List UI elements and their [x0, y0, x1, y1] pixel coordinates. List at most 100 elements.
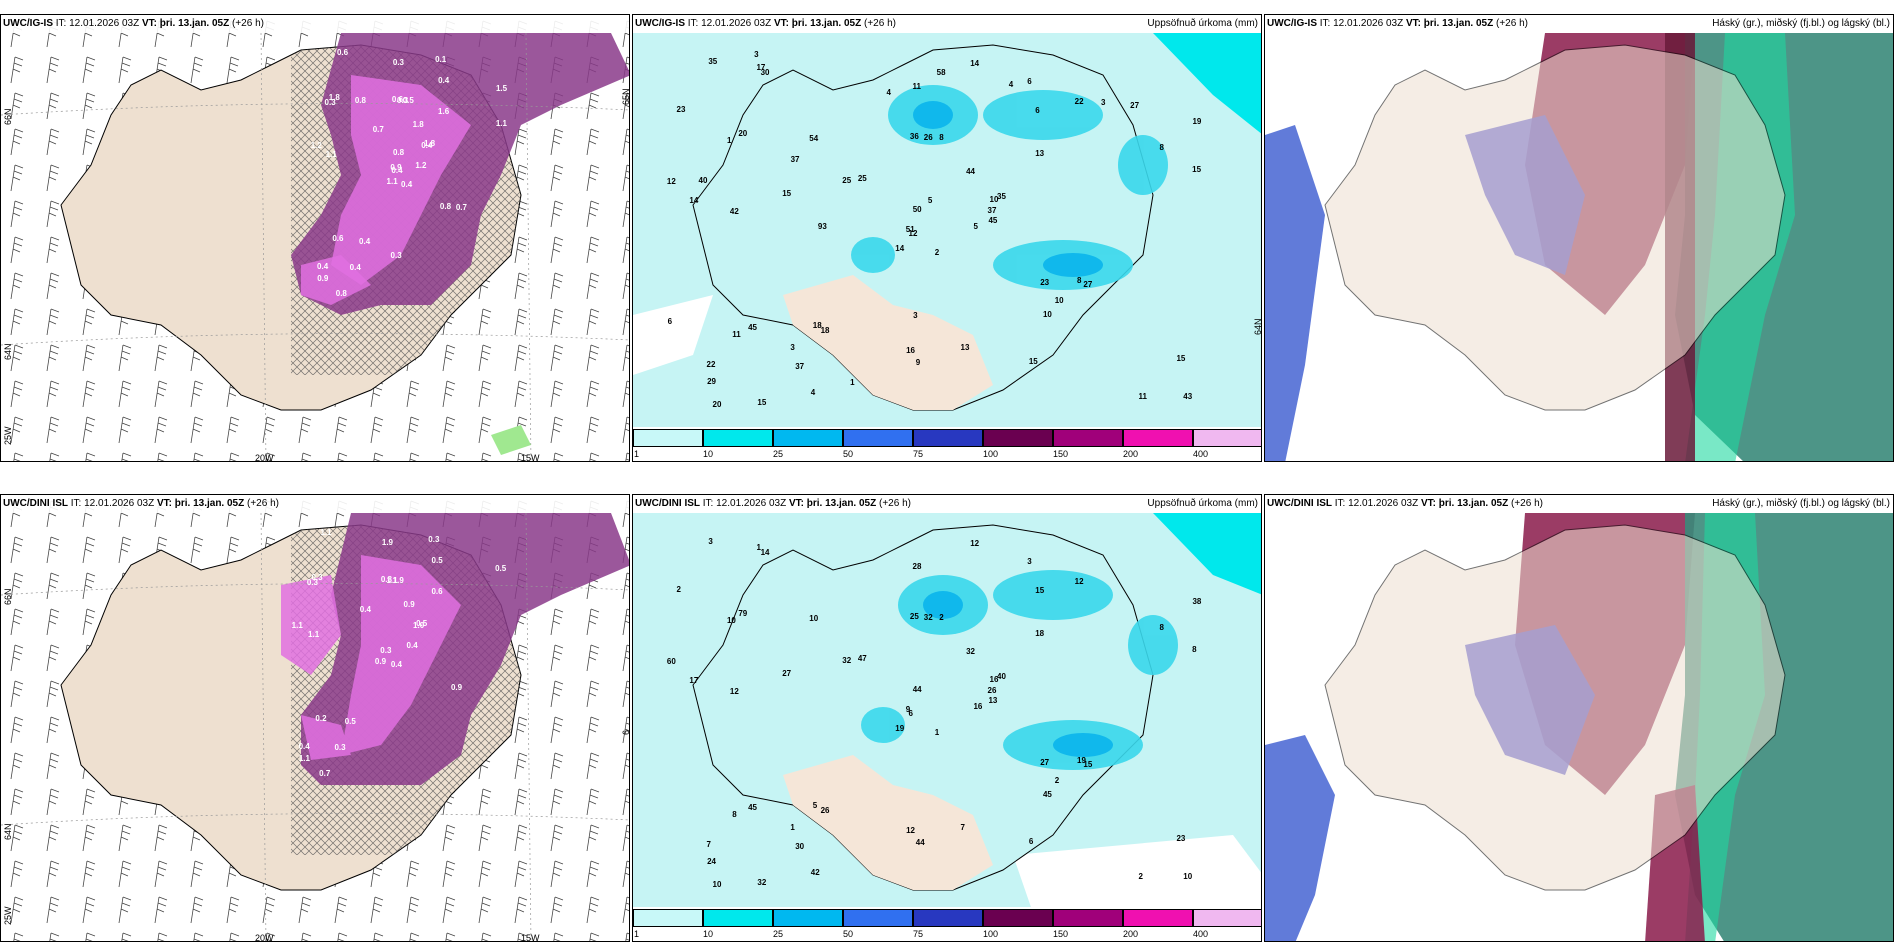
value-label: 7 [960, 823, 965, 833]
value-label: 8 [1192, 644, 1197, 654]
value-label: 12 [908, 228, 918, 238]
value-label: 54 [809, 133, 819, 143]
colorbar-tick: 25 [773, 929, 784, 939]
value-label: 10 [712, 879, 722, 889]
value-label: 0.8 [354, 96, 366, 106]
value-label: 2 [939, 612, 944, 622]
value-label: 8 [732, 810, 737, 819]
value-label: 26 [923, 133, 933, 143]
value-label: 0.4 [401, 179, 413, 189]
lat-label: 64N [3, 343, 13, 360]
value-label: 12 [906, 825, 916, 835]
value-label: 11 [912, 81, 921, 91]
value-label: 32 [923, 613, 933, 623]
colorbar-swatch [983, 909, 1053, 927]
colorbar-swatch [1193, 909, 1261, 927]
iceland-land [1324, 44, 1786, 411]
value-label: 14 [760, 547, 770, 557]
value-label: 1.8 [328, 92, 340, 102]
value-label: 27 [782, 668, 792, 678]
value-label: 15 [1192, 164, 1202, 174]
value-label: 32 [757, 877, 767, 887]
panel-title: UWC/DINI ISL IT: 12.01.2026 03Z VT: þri.… [1, 495, 629, 513]
lon-label: 15W [521, 453, 540, 462]
value-label: 0.9 [317, 273, 329, 283]
panel-bottom-right: UWC/DINI ISL IT: 12.01.2026 03Z VT: þri.… [1264, 494, 1894, 942]
value-label: 1 [726, 136, 732, 146]
value-label: 30 [760, 67, 770, 77]
value-label: 35 [997, 191, 1006, 201]
value-label: 32 [842, 656, 852, 666]
panel-right-title: Uppsöfnuð úrkoma (mm) [1147, 495, 1258, 513]
colorbar-swatch [703, 909, 773, 927]
value-label: 40 [698, 175, 708, 185]
value-label: 15 [782, 188, 792, 198]
value-label: 3 [1027, 557, 1032, 567]
value-label: 3 [913, 310, 918, 320]
colorbar-tick: 200 [1123, 929, 1139, 939]
cloud-map [1265, 33, 1893, 461]
value-label: 5 [927, 196, 933, 206]
value-label: 2 [1138, 871, 1143, 881]
colorbar-swatch [633, 429, 703, 447]
value-label: 1.2 [415, 160, 427, 170]
value-label: 38 [1192, 596, 1202, 606]
value-label: 1.1 [386, 176, 398, 186]
value-label: 3 [754, 50, 759, 60]
value-label: 44 [966, 166, 975, 176]
value-label: 0.3 [392, 58, 404, 68]
colorbar-tick: 200 [1123, 449, 1139, 459]
value-label: 1 [756, 543, 761, 553]
value-label: 8 [1077, 276, 1082, 286]
value-label: 14 [895, 244, 905, 254]
value-label: 0.9 [403, 600, 415, 610]
value-label: 4 [886, 88, 891, 98]
cloud-map [1265, 513, 1893, 941]
value-label: 1 [790, 823, 795, 833]
value-label: 37 [795, 362, 805, 372]
colorbar-tick: 10 [703, 929, 714, 939]
value-label: 37 [987, 205, 997, 215]
value-label: 51 [905, 225, 915, 234]
value-label: 60 [666, 657, 676, 666]
iceland-land [1324, 524, 1786, 891]
value-label: 5 [973, 222, 978, 231]
value-label: 29 [707, 376, 717, 386]
precip-map [633, 513, 1261, 913]
lon-label: 15W [521, 933, 540, 942]
value-label: 0.3 [428, 534, 440, 544]
value-label: 1.1 [291, 621, 303, 631]
lat-label: 6 [621, 729, 630, 735]
value-label: 0.2 [315, 714, 327, 724]
value-label: 0.4 [438, 75, 450, 85]
value-label: 0.4 [390, 659, 402, 669]
value-label: 6 [908, 708, 913, 718]
value-label: 8 [939, 132, 944, 142]
value-label: 16 [989, 675, 999, 685]
colorbar-tick: 75 [913, 449, 924, 459]
value-label: 58 [936, 68, 946, 78]
value-label: 0.9 [450, 683, 463, 693]
panel-right-title: Háský (gr.), miðský (fj.bl.) og lágský (… [1712, 15, 1890, 33]
value-label: 42 [810, 867, 820, 877]
snow-map [1, 15, 629, 461]
value-label: 6 [1028, 836, 1034, 846]
value-label: 15 [1035, 585, 1045, 595]
lon-label: 20W [255, 933, 274, 942]
value-label: 0.5 [402, 95, 414, 105]
snow-labels: 0.4 0.3 0.4 0.4 0.4 0.4 0.1 0.5 0.4 1.2 0.6 0.4 1.1 1… [1, 15, 629, 461]
value-label: 16 [906, 345, 916, 355]
value-label: 1.1 [325, 149, 337, 159]
value-label: 1.1 [320, 527, 332, 537]
value-label: 0.6 [332, 234, 344, 244]
value-label: 8 [1159, 623, 1164, 633]
value-label: 1.2 [491, 765, 503, 775]
value-label: 0.4 [317, 261, 329, 271]
value-label: 25 [857, 173, 867, 183]
value-label: 2 [676, 584, 681, 594]
panel-title: UWC/DINI ISL IT: 12.01.2026 03Z VT: þri.… [633, 495, 1261, 513]
colorbar-swatch [843, 429, 913, 447]
value-label: 11 [1138, 391, 1147, 401]
value-label: 0.6 [431, 587, 443, 597]
lat-label: 25W [3, 906, 13, 925]
